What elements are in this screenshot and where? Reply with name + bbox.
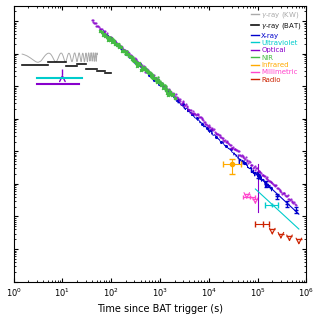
Point bbox=[152, 77, 157, 82]
Point bbox=[171, 93, 176, 98]
Point bbox=[147, 72, 152, 77]
Legend: $\gamma$-ray (KW), $\gamma$-ray (BAT), X-ray, Ultraviolet, Optical, NIR, Infrare: $\gamma$-ray (KW), $\gamma$-ray (BAT), X… bbox=[250, 9, 303, 84]
Point bbox=[190, 111, 195, 116]
Point bbox=[228, 147, 233, 152]
Point bbox=[209, 127, 214, 132]
Point bbox=[214, 134, 219, 139]
Point bbox=[128, 54, 133, 59]
Point bbox=[166, 89, 171, 94]
Point bbox=[195, 115, 200, 120]
Point bbox=[123, 52, 128, 57]
Point bbox=[199, 122, 204, 127]
Point bbox=[118, 44, 123, 50]
Point bbox=[156, 81, 162, 86]
Point bbox=[137, 61, 142, 67]
Point bbox=[180, 101, 185, 107]
Point bbox=[175, 98, 180, 103]
Point bbox=[204, 125, 209, 130]
Point bbox=[104, 32, 109, 37]
X-axis label: Time since BAT trigger (s): Time since BAT trigger (s) bbox=[97, 304, 223, 315]
Point bbox=[109, 36, 114, 41]
Point bbox=[185, 108, 190, 113]
Point bbox=[132, 59, 138, 64]
Point bbox=[161, 85, 166, 90]
Point bbox=[114, 41, 119, 46]
Point bbox=[223, 143, 228, 148]
Point bbox=[218, 140, 223, 145]
Point bbox=[142, 67, 147, 72]
